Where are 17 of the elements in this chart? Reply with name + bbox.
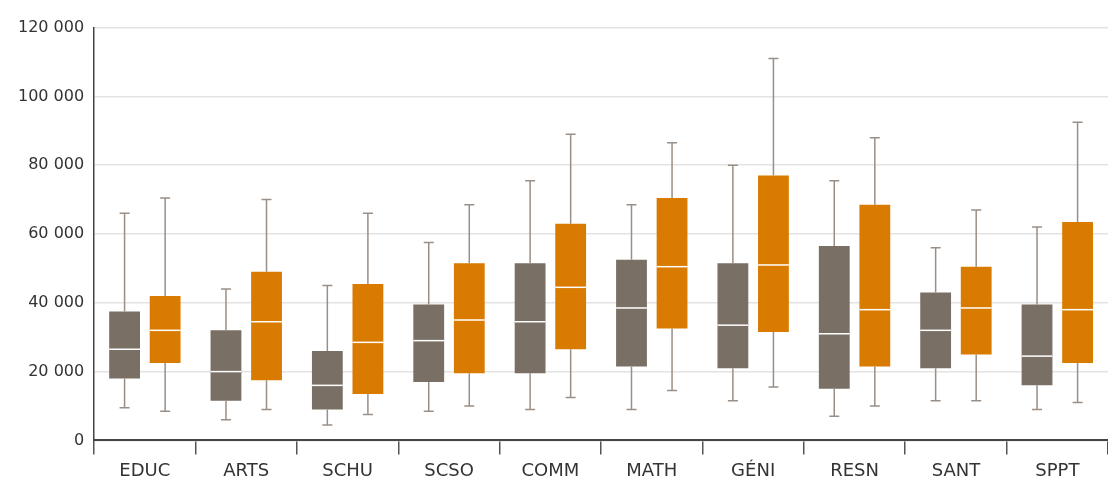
y-tick-label: 60 000 bbox=[28, 223, 85, 243]
y-tick-label: 80 000 bbox=[28, 154, 85, 174]
x-tick-label: COMM bbox=[521, 458, 580, 480]
x-tick-label: SCSO bbox=[424, 458, 474, 480]
x-tick-label: SCHU bbox=[322, 458, 373, 480]
y-tick-label: 120 000 bbox=[17, 16, 85, 36]
x-tick-label: SPPT bbox=[1035, 458, 1081, 480]
x-tick-label: RESN bbox=[830, 458, 879, 480]
y-tick-label: 20 000 bbox=[28, 360, 85, 380]
y-tick-label: 100 000 bbox=[17, 85, 85, 105]
x-tick-label: GÉNI bbox=[731, 458, 776, 480]
x-tick-label: EDUC bbox=[119, 458, 171, 480]
x-tick-label: ARTS bbox=[223, 458, 270, 480]
x-tick-label: SANT bbox=[931, 458, 982, 480]
y-tick-label: 40 000 bbox=[28, 291, 85, 311]
x-tick-label: MATH bbox=[626, 458, 678, 480]
y-tick-label: 0 bbox=[73, 429, 85, 449]
